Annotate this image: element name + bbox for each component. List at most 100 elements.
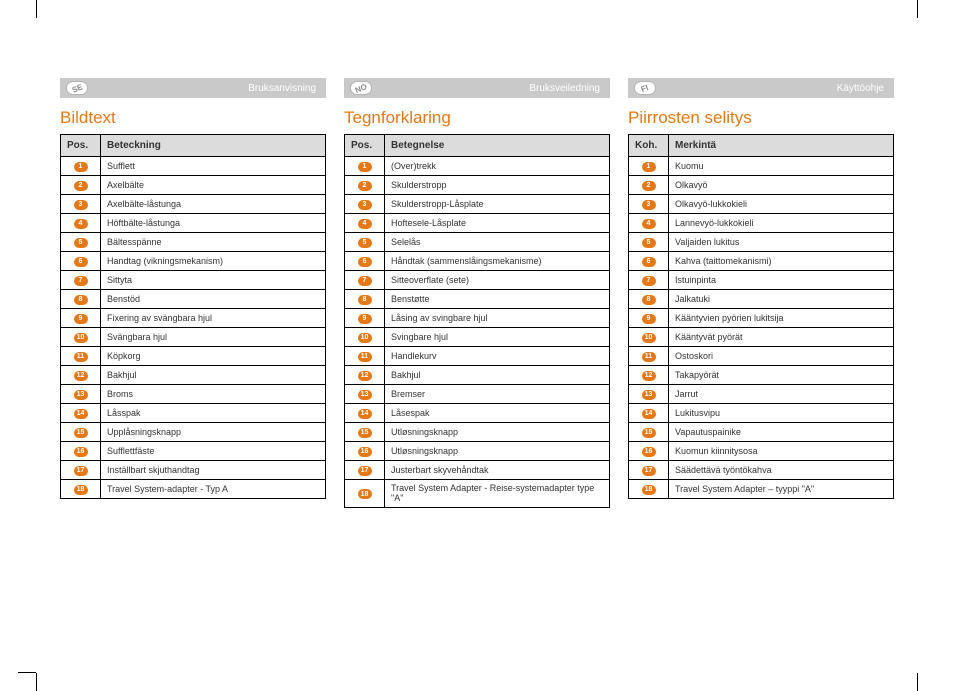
header-name: Beteckning bbox=[101, 135, 326, 157]
label-cell: Valjaiden lukitus bbox=[669, 233, 894, 252]
table-row: 5Bältesspänne bbox=[61, 233, 326, 252]
label-cell: Kääntyvien pyörien lukitsija bbox=[669, 309, 894, 328]
position-badge: 14 bbox=[74, 409, 88, 419]
pos-cell: 4 bbox=[345, 214, 385, 233]
pos-cell: 16 bbox=[61, 442, 101, 461]
label-cell: Bakhjul bbox=[101, 366, 326, 385]
table-row: 14Låsespak bbox=[345, 404, 610, 423]
position-badge: 17 bbox=[642, 466, 656, 476]
position-badge: 4 bbox=[358, 219, 372, 229]
pos-cell: 5 bbox=[345, 233, 385, 252]
label-cell: Köpkorg bbox=[101, 347, 326, 366]
table-row: 6Håndtak (sammenslåingsmekanisme) bbox=[345, 252, 610, 271]
pos-cell: 9 bbox=[629, 309, 669, 328]
pos-cell: 9 bbox=[345, 309, 385, 328]
label-cell: Sufflettfäste bbox=[101, 442, 326, 461]
pos-cell: 3 bbox=[61, 195, 101, 214]
position-badge: 2 bbox=[642, 181, 656, 191]
pos-cell: 4 bbox=[61, 214, 101, 233]
position-badge: 3 bbox=[358, 200, 372, 210]
table-row: 18Travel System-adapter - Typ A bbox=[61, 480, 326, 499]
label-cell: Olkavyö bbox=[669, 176, 894, 195]
label-cell: Olkavyö-lukkokieli bbox=[669, 195, 894, 214]
pos-cell: 14 bbox=[61, 404, 101, 423]
table-row: 13Broms bbox=[61, 385, 326, 404]
label-cell: Svängbara hjul bbox=[101, 328, 326, 347]
table-row: 4Höftbälte-låstunga bbox=[61, 214, 326, 233]
label-cell: Skulderstropp bbox=[385, 176, 610, 195]
header-name: Merkintä bbox=[669, 135, 894, 157]
pos-cell: 2 bbox=[629, 176, 669, 195]
label-cell: Vapautuspainike bbox=[669, 423, 894, 442]
position-badge: 1 bbox=[642, 162, 656, 172]
crop-mark bbox=[36, 0, 37, 18]
pos-cell: 6 bbox=[345, 252, 385, 271]
position-badge: 8 bbox=[642, 295, 656, 305]
table-row: 9Kääntyvien pyörien lukitsija bbox=[629, 309, 894, 328]
pos-cell: 12 bbox=[61, 366, 101, 385]
crop-mark bbox=[917, 673, 918, 691]
label-cell: Låsespak bbox=[385, 404, 610, 423]
position-badge: 10 bbox=[74, 333, 88, 343]
position-badge: 13 bbox=[642, 390, 656, 400]
table-row: 11Köpkorg bbox=[61, 347, 326, 366]
pos-cell: 11 bbox=[61, 347, 101, 366]
position-badge: 7 bbox=[74, 276, 88, 286]
section-title: Tegnforklaring bbox=[344, 108, 610, 128]
table-row: 12Bakhjul bbox=[345, 366, 610, 385]
bar-label: Käyttöohje bbox=[837, 83, 884, 94]
table-row: 3Olkavyö-lukkokieli bbox=[629, 195, 894, 214]
position-badge: 10 bbox=[358, 333, 372, 343]
pos-cell: 14 bbox=[345, 404, 385, 423]
language-bar: FI Käyttöohje bbox=[628, 78, 894, 98]
position-badge: 6 bbox=[642, 257, 656, 267]
crop-mark bbox=[18, 672, 36, 673]
position-badge: 5 bbox=[642, 238, 656, 248]
table-row: 14Lukitusvipu bbox=[629, 404, 894, 423]
pos-cell: 7 bbox=[345, 271, 385, 290]
header-pos: Pos. bbox=[61, 135, 101, 157]
table-row: 5 Valjaiden lukitus bbox=[629, 233, 894, 252]
table-row: 15Upplåsningsknapp bbox=[61, 423, 326, 442]
pos-cell: 3 bbox=[629, 195, 669, 214]
label-cell: Jalkatuki bbox=[669, 290, 894, 309]
header-pos: Koh. bbox=[629, 135, 669, 157]
language-code: SE bbox=[70, 82, 83, 94]
pos-cell: 7 bbox=[629, 271, 669, 290]
table-row: 15Utløsningsknapp bbox=[345, 423, 610, 442]
position-badge: 1 bbox=[358, 162, 372, 172]
page-content: SEBruksanvisningBildtextPos.Beteckning1S… bbox=[38, 20, 916, 671]
label-cell: Travel System Adapter – tyyppi "A" bbox=[669, 480, 894, 499]
table-row: 17Inställbart skjuthandtag bbox=[61, 461, 326, 480]
pos-cell: 2 bbox=[61, 176, 101, 195]
language-code: FI bbox=[640, 82, 650, 93]
table-row: 8 Jalkatuki bbox=[629, 290, 894, 309]
label-cell: Hoftesele-Låsplate bbox=[385, 214, 610, 233]
table-row: 17 Säädettävä työntökahva bbox=[629, 461, 894, 480]
table-row: 16Kuomun kiinnitysosa bbox=[629, 442, 894, 461]
pos-cell: 16 bbox=[629, 442, 669, 461]
pos-cell: 4 bbox=[629, 214, 669, 233]
section-title: Bildtext bbox=[60, 108, 326, 128]
bar-label: Bruksveiledning bbox=[529, 83, 600, 94]
table-row: 1Sufflett bbox=[61, 157, 326, 176]
label-cell: Låsing av svingbare hjul bbox=[385, 309, 610, 328]
label-cell: Inställbart skjuthandtag bbox=[101, 461, 326, 480]
position-badge: 18 bbox=[74, 485, 88, 495]
position-badge: 7 bbox=[358, 276, 372, 286]
position-badge: 2 bbox=[358, 181, 372, 191]
pos-cell: 15 bbox=[629, 423, 669, 442]
position-badge: 6 bbox=[74, 257, 88, 267]
pos-cell: 8 bbox=[629, 290, 669, 309]
pos-cell: 13 bbox=[345, 385, 385, 404]
pos-cell: 10 bbox=[629, 328, 669, 347]
pos-cell: 18 bbox=[61, 480, 101, 499]
pos-cell: 13 bbox=[629, 385, 669, 404]
position-badge: 12 bbox=[358, 371, 372, 381]
table-row: 4 Hoftesele-Låsplate bbox=[345, 214, 610, 233]
pos-cell: 6 bbox=[61, 252, 101, 271]
table-row: 18Travel System Adapter - Reise-systemad… bbox=[345, 480, 610, 508]
label-cell: Säädettävä työntökahva bbox=[669, 461, 894, 480]
pos-cell: 7 bbox=[61, 271, 101, 290]
language-column: SEBruksanvisningBildtextPos.Beteckning1S… bbox=[60, 78, 326, 671]
